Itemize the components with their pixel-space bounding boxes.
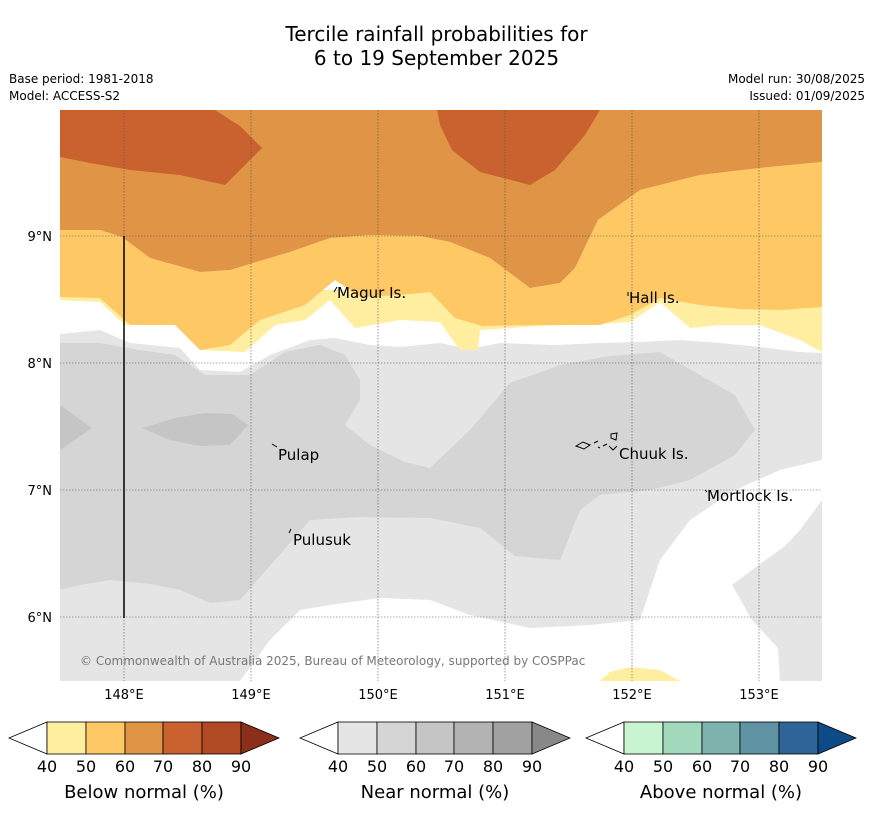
colorbar-near-seg-3 (415, 721, 455, 755)
below-40-50-patch-south (600, 667, 680, 681)
colorbar-above-seg-2 (662, 721, 703, 755)
place-hall: Hall Is. (629, 289, 680, 307)
colorbar-near-seg-5 (492, 721, 533, 755)
place-labels: Magur Is. Hall Is. Pulap Chuuk Is. Mortl… (278, 284, 793, 549)
colorbar-above-tick: 70 (730, 757, 750, 776)
colorbar-above-tick: 50 (653, 757, 673, 776)
colorbar-below-seg-2 (85, 721, 126, 755)
colorbar-above-seg-5 (778, 721, 819, 755)
mortlock-island-marker (704, 489, 708, 493)
colorbar-below-tick: 90 (231, 757, 251, 776)
lat-label-9n: 9°N (28, 230, 53, 245)
copyright-text: © Commonwealth of Australia 2025, Bureau… (80, 654, 585, 668)
lon-label-151e: 151°E (485, 688, 525, 703)
colorbar-above-seg-3 (701, 721, 741, 755)
colorbar-below-seg-5 (201, 721, 242, 755)
colorbar-below-tick: 40 (37, 757, 57, 776)
colorbar-above-tick: 90 (808, 757, 828, 776)
map-title: Tercile rainfall probabilities for 6 to … (0, 22, 873, 70)
colorbar-near-tick: 90 (522, 757, 542, 776)
colorbar-near-seg-2 (376, 721, 417, 755)
place-magur: Magur Is. (337, 284, 406, 302)
below-70-80-west (60, 110, 262, 185)
colorbar-near-tick: 70 (444, 757, 464, 776)
pulusuk-island-marker (288, 528, 292, 534)
meta-right: Model run: 30/08/2025 Issued: 01/09/2025 (728, 71, 865, 105)
meta-left: Base period: 1981-2018 Model: ACCESS-S2 (9, 71, 154, 105)
base-period: Base period: 1981-2018 (9, 72, 154, 86)
colorbar-above: 40 50 60 70 80 90 Above normal (%) (584, 721, 858, 803)
colorbar-below-seg-1 (46, 721, 87, 755)
colorbar-near-label: Near normal (%) (361, 782, 510, 803)
colorbar-near-high-arrow (531, 721, 572, 755)
colorbar-above-high-arrow (817, 721, 858, 755)
colorbar-below-seg-4 (162, 721, 203, 755)
colorbar-above-low-arrow (584, 721, 625, 755)
colorbar-below-label: Below normal (%) (64, 782, 224, 803)
near-50-60-region (60, 343, 755, 603)
colorbar-near-tick: 60 (406, 757, 426, 776)
model-name: Model: ACCESS-S2 (9, 89, 121, 103)
colorbar-below: 40 50 60 70 80 90 Below normal (%) (7, 721, 281, 803)
colorbar-below-tick: 60 (115, 757, 135, 776)
title-line-1: Tercile rainfall probabilities for (285, 22, 588, 46)
issued-date: Issued: 01/09/2025 (749, 89, 865, 103)
colorbar-above-tick: 40 (614, 757, 634, 776)
lat-labels: 9°N 8°N 7°N 6°N (28, 230, 53, 626)
lat-label-7n: 7°N (28, 484, 53, 499)
lon-label-150e: 150°E (358, 688, 398, 703)
below-70-80-east (437, 110, 600, 185)
colorbar-near-low-arrow (298, 721, 339, 755)
lat-label-8n: 8°N (28, 357, 53, 372)
title-line-2: 6 to 19 September 2025 (313, 46, 560, 70)
colorbar-above-tick: 60 (692, 757, 712, 776)
colorbar-near-seg-1 (337, 721, 378, 755)
colorbar-near-seg-4 (453, 721, 494, 755)
colorbar-above-seg-1 (623, 721, 664, 755)
near-60-70-patch-west (60, 405, 92, 450)
magur-island-marker (333, 286, 338, 293)
pulap-island-marker (271, 443, 278, 448)
colorbar-below-low-arrow (7, 721, 48, 755)
colorbar-below-high-arrow (240, 721, 281, 755)
colorbar-near: 40 50 60 70 80 90 Near normal (%) (298, 721, 572, 803)
colorbar-below-seg-3 (124, 721, 164, 755)
place-pulusuk: Pulusuk (293, 531, 351, 549)
map-fill-layer (60, 110, 822, 681)
lon-labels: 148°E 149°E 150°E 151°E 152°E 153°E (104, 688, 779, 703)
place-chuuk: Chuuk Is. (619, 445, 688, 463)
colorbar-below-tick: 70 (153, 757, 173, 776)
lon-label-153e: 153°E (739, 688, 779, 703)
colorbar-near-tick: 50 (367, 757, 387, 776)
colorbar-below-tick: 80 (192, 757, 212, 776)
colorbar-above-label: Above normal (%) (640, 782, 802, 803)
colorbar-above-seg-4 (739, 721, 780, 755)
below-50-60-region (60, 162, 822, 350)
colorbar-near-tick: 40 (328, 757, 348, 776)
place-mortlock: Mortlock Is. (707, 487, 793, 505)
place-pulap: Pulap (278, 446, 319, 464)
chuuk-lagoon-outline (574, 432, 618, 451)
near-60-70-patch-central (142, 413, 248, 446)
colorbar-below-tick: 50 (76, 757, 96, 776)
lon-label-148e: 148°E (104, 688, 144, 703)
island-markers (271, 286, 708, 534)
colorbar-above-tick: 80 (769, 757, 789, 776)
lon-label-152e: 152°E (612, 688, 652, 703)
lon-label-149e: 149°E (231, 688, 271, 703)
colorbar-near-tick: 80 (483, 757, 503, 776)
lat-label-6n: 6°N (28, 611, 53, 626)
model-run: Model run: 30/08/2025 (727, 72, 865, 86)
